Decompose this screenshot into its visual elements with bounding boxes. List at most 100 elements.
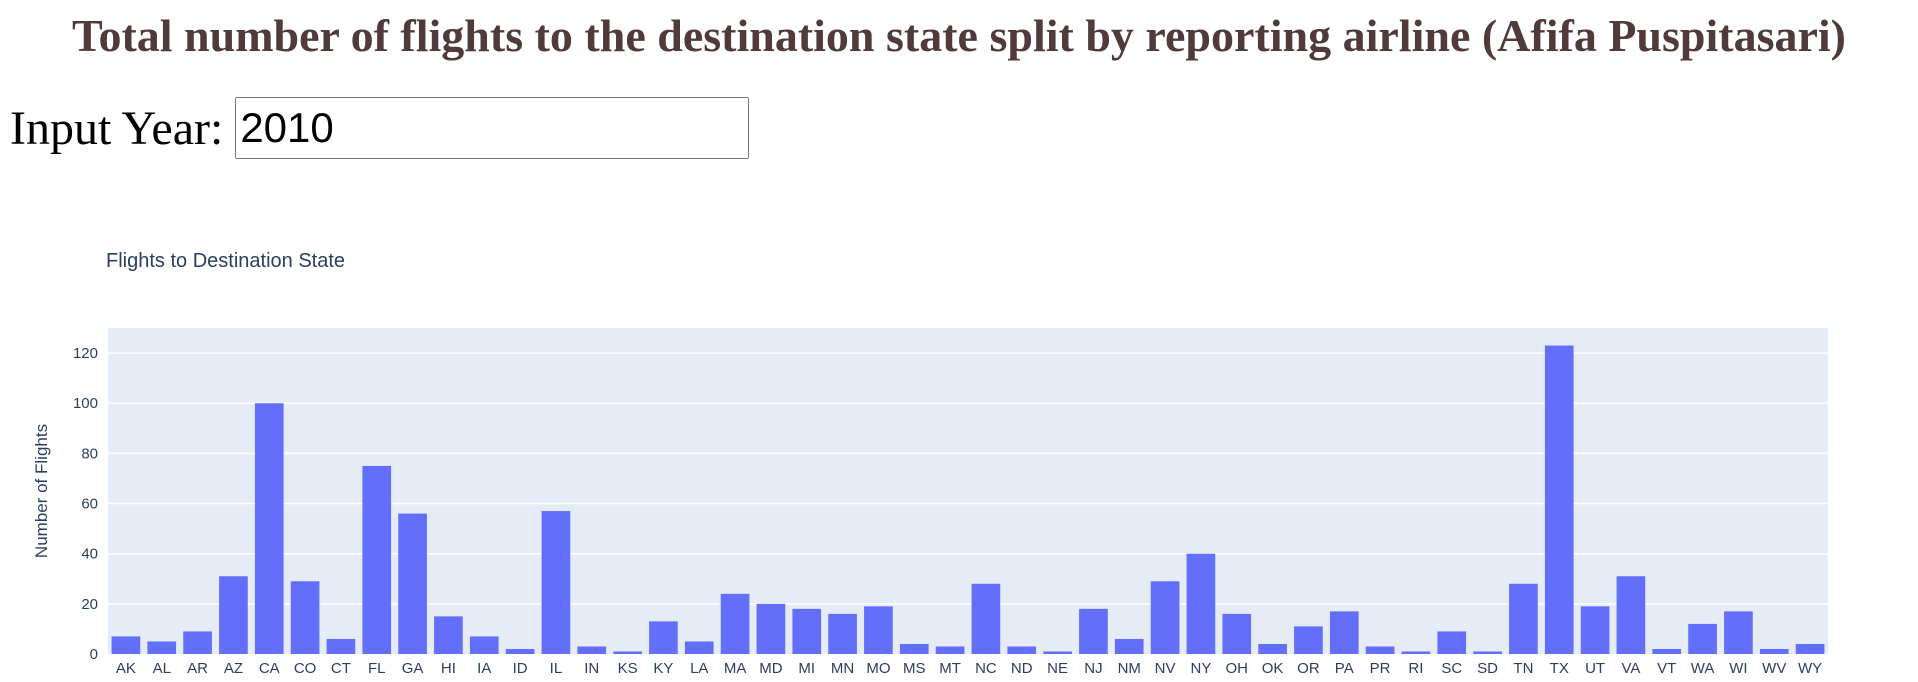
x-tick-label: TN [1513, 660, 1533, 677]
page-title: Total number of flights to the destinati… [71, 10, 1846, 61]
bar-ca[interactable] [254, 403, 284, 654]
x-tick-label: NJ [1084, 660, 1102, 677]
year-input-row: Input Year: [10, 94, 750, 162]
bar-ri[interactable] [1401, 651, 1431, 654]
x-tick-label: WY [1798, 660, 1822, 677]
x-tick-label: PA [1335, 660, 1354, 677]
x-tick-label: ND [1011, 660, 1033, 677]
x-tick-label: OK [1262, 660, 1284, 677]
x-tick-label: MS [903, 660, 926, 677]
bar-wa[interactable] [1688, 623, 1717, 654]
bar-il[interactable] [541, 511, 571, 654]
x-tick-label: UT [1585, 660, 1605, 677]
year-input[interactable] [235, 97, 750, 159]
grid-lines [108, 352, 1828, 605]
x-tick-label: AR [187, 660, 208, 677]
x-tick-label: KY [653, 660, 673, 677]
bar-hi[interactable] [434, 616, 463, 654]
bar-ar[interactable] [183, 631, 212, 654]
x-tick-label: MT [939, 660, 961, 677]
bar-nv[interactable] [1150, 581, 1180, 654]
bar-ms[interactable] [899, 643, 929, 654]
plot-background [108, 328, 1828, 654]
bars [111, 345, 1825, 654]
bar-sd[interactable] [1473, 651, 1502, 654]
bar-ut[interactable] [1580, 606, 1610, 654]
x-tick-label: VT [1657, 660, 1676, 677]
bar-wy[interactable] [1795, 643, 1825, 654]
bar-md[interactable] [756, 603, 786, 654]
x-tick-label: MA [724, 660, 747, 677]
bar-or[interactable] [1294, 626, 1323, 654]
bar-ne[interactable] [1043, 651, 1072, 654]
bar-nj[interactable] [1079, 608, 1108, 654]
x-tick-label: WI [1729, 660, 1747, 677]
bar-ny[interactable] [1186, 553, 1216, 654]
y-tick-label: 0 [90, 646, 98, 663]
bar-pr[interactable] [1365, 646, 1395, 654]
bar-in[interactable] [577, 646, 607, 654]
chart-title: Flights to Destination State [106, 250, 345, 272]
bar-mo[interactable] [864, 606, 893, 654]
x-tick-label: MD [759, 660, 782, 677]
bar-co[interactable] [290, 581, 320, 654]
x-tick-label: CT [331, 660, 351, 677]
x-tick-label: LA [690, 660, 708, 677]
bar-sc[interactable] [1437, 631, 1467, 654]
x-tick-label: OH [1226, 660, 1249, 677]
y-axis-ticks: 0 20 40 60 80 100 120 [73, 345, 98, 663]
bar-ky[interactable] [649, 621, 678, 654]
bar-nm[interactable] [1114, 638, 1144, 654]
bar-ct[interactable] [326, 638, 356, 654]
x-tick-label: NY [1190, 660, 1211, 677]
x-tick-label: CA [259, 660, 280, 677]
x-tick-label: NV [1155, 660, 1176, 677]
bar-mt[interactable] [935, 646, 965, 654]
x-tick-label: NE [1047, 660, 1068, 677]
bar-fl[interactable] [362, 465, 392, 654]
bar-tx[interactable] [1544, 345, 1574, 654]
x-tick-label: FL [368, 660, 386, 677]
x-tick-label: MI [798, 660, 815, 677]
bar-chart: Flights to Destination State 0 20 40 60 80 10… [32, 250, 1828, 677]
bar-va[interactable] [1616, 576, 1646, 654]
bar-tn[interactable] [1509, 583, 1538, 654]
x-tick-label: IN [584, 660, 599, 677]
x-tick-label: SD [1477, 660, 1498, 677]
x-tick-label: PR [1370, 660, 1391, 677]
bar-mi[interactable] [792, 608, 822, 654]
bar-id[interactable] [505, 648, 535, 654]
x-tick-label: GA [402, 660, 424, 677]
y-tick-label: 120 [73, 345, 98, 362]
bar-nc[interactable] [971, 583, 1001, 654]
bar-wv[interactable] [1759, 648, 1789, 654]
bar-az[interactable] [219, 576, 248, 654]
x-tick-label: MO [866, 660, 890, 677]
x-tick-label: KS [618, 660, 638, 677]
bar-mn[interactable] [828, 613, 857, 654]
bar-ks[interactable] [613, 651, 642, 654]
x-tick-label: NC [975, 660, 997, 677]
bar-ga[interactable] [398, 513, 427, 654]
x-tick-label: CO [294, 660, 317, 677]
bar-ia[interactable] [469, 636, 499, 654]
bar-wi[interactable] [1724, 611, 1753, 654]
bar-la[interactable] [684, 641, 714, 654]
bar-oh[interactable] [1222, 613, 1252, 654]
x-tick-label: AZ [224, 660, 243, 677]
bar-pa[interactable] [1329, 611, 1359, 654]
bar-vt[interactable] [1652, 648, 1682, 654]
x-tick-label: AK [116, 660, 136, 677]
bar-al[interactable] [147, 641, 177, 654]
y-tick-label: 20 [81, 596, 98, 613]
x-axis-ticks: AK AL AR AZ CA CO CT FL GA HI IA ID IL IN KS KY LA MA MD MI… [116, 660, 1822, 677]
bar-ak[interactable] [111, 636, 141, 654]
x-tick-label: AL [153, 660, 171, 677]
bar-nd[interactable] [1007, 646, 1037, 654]
bar-ok[interactable] [1258, 643, 1287, 654]
x-tick-label: IL [550, 660, 563, 677]
y-tick-label: 60 [81, 496, 98, 513]
x-tick-label: IA [477, 660, 491, 677]
x-tick-label: WV [1762, 660, 1786, 677]
bar-ma[interactable] [720, 593, 750, 654]
